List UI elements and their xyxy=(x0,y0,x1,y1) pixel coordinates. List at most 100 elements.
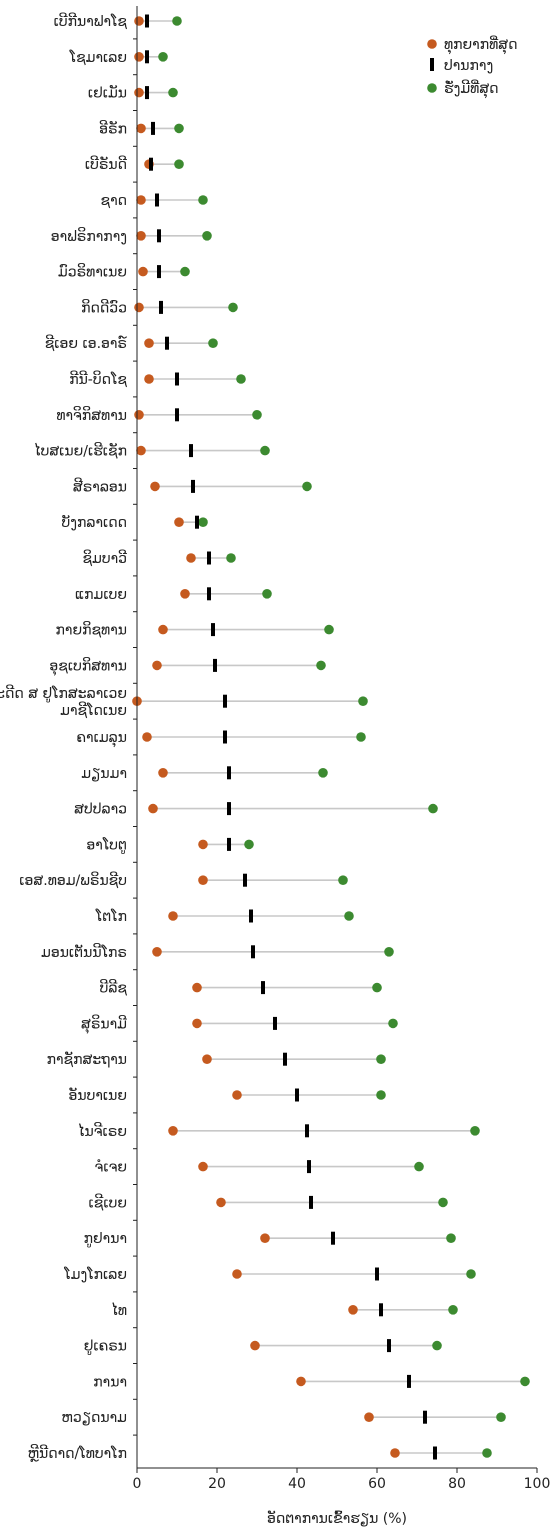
poorest-point xyxy=(136,123,146,134)
poorest-point xyxy=(180,589,190,599)
richest-point xyxy=(236,374,246,384)
legend-label-richest: ຮັ່ງມີທີ່ສຸດ xyxy=(444,79,499,98)
category-label: ຊາດ xyxy=(101,193,128,209)
poorest-point xyxy=(134,87,144,98)
category-label: ຢູເຄຣນ xyxy=(84,1339,127,1355)
poorest-point xyxy=(138,266,148,277)
poorest-point xyxy=(198,1161,208,1172)
category-label: ກາຍກິຊທານ xyxy=(56,621,127,639)
richest-point xyxy=(174,123,184,134)
poorest-point xyxy=(390,1448,400,1458)
category-label: ໂຕໂກ xyxy=(95,908,127,925)
richest-point xyxy=(174,159,184,169)
average-marker xyxy=(423,1410,427,1424)
average-marker xyxy=(175,372,179,386)
category-label: ມົວຣິທາເນຍ xyxy=(58,262,127,280)
richest-point xyxy=(302,481,312,492)
richest-point xyxy=(316,660,326,671)
richest-point xyxy=(344,911,354,921)
average-marker xyxy=(227,802,231,816)
average-marker xyxy=(309,1195,313,1209)
richest-point xyxy=(384,947,394,957)
category-label: ຈໍເຈຍ xyxy=(95,1159,127,1175)
poorest-point xyxy=(296,1376,306,1387)
category-label: ຫວຽດນາມ xyxy=(61,1410,127,1426)
poorest-point xyxy=(158,624,168,635)
x-tick-label: 80 xyxy=(448,1476,466,1492)
legend-marker-poorest xyxy=(427,39,437,49)
x-tick-label: 60 xyxy=(368,1476,386,1492)
average-marker xyxy=(305,1124,309,1138)
richest-point xyxy=(446,1233,456,1243)
average-marker xyxy=(151,121,155,135)
poorest-point xyxy=(144,338,154,349)
average-marker xyxy=(207,587,211,601)
average-marker xyxy=(243,873,247,887)
category-label: ອາຟຣິກາກາງ xyxy=(51,227,127,245)
category-label: ເຢເມັນ xyxy=(88,86,127,102)
average-marker xyxy=(331,1231,335,1245)
poorest-point xyxy=(134,16,144,26)
richest-point xyxy=(428,803,438,814)
poorest-point xyxy=(232,1269,242,1279)
poorest-point xyxy=(152,660,162,671)
category-label: ມອນເຕັນນີໂກຣ xyxy=(41,943,127,961)
average-marker xyxy=(273,1016,277,1030)
category-label: ອີຣັກ xyxy=(99,119,127,137)
average-marker xyxy=(379,1303,383,1317)
average-marker xyxy=(145,86,149,100)
category-label: ກິດດີວົວ xyxy=(81,298,127,316)
richest-point xyxy=(198,517,208,527)
category-label: ສຸຣິນາມີ xyxy=(81,1014,127,1033)
richest-point xyxy=(466,1269,476,1279)
x-axis: 0 20 40 60 80 100 xyxy=(133,6,550,1492)
poorest-point xyxy=(186,553,196,563)
category-label: ເອສ.ທອມ/ພຣິນຊີບ xyxy=(19,871,127,889)
average-marker xyxy=(227,766,231,780)
poorest-point xyxy=(136,195,146,205)
richest-point xyxy=(470,1126,480,1136)
data-marks xyxy=(132,14,530,1460)
average-marker xyxy=(145,14,149,28)
richest-point xyxy=(202,231,212,241)
poorest-point xyxy=(348,1305,358,1315)
average-marker xyxy=(191,479,195,493)
richest-point xyxy=(244,839,254,850)
average-marker xyxy=(149,157,153,171)
poorest-point xyxy=(198,839,208,850)
richest-point xyxy=(376,1090,386,1100)
average-marker xyxy=(155,193,159,207)
poorest-point xyxy=(250,1340,260,1351)
category-label: ໂຊມາເລຍ xyxy=(69,49,127,66)
poorest-point xyxy=(158,768,168,778)
legend-label-average: ປານກາງ xyxy=(444,58,493,74)
poorest-point xyxy=(192,982,202,993)
average-marker xyxy=(189,444,193,458)
category-label: ໄທ xyxy=(111,1302,127,1319)
richest-point xyxy=(252,410,262,420)
category-label: ທາຈິກິສທານ xyxy=(56,405,127,423)
poorest-point xyxy=(144,374,154,384)
poorest-point xyxy=(136,231,146,241)
richest-point xyxy=(324,624,334,635)
average-marker xyxy=(165,336,169,350)
category-labels: ເບີກີນາຟາໂຊໂຊມາເລຍເຢເມັນອີຣັກເບີຣັນດີຊາດ… xyxy=(0,12,128,1462)
average-marker xyxy=(261,981,265,995)
richest-point xyxy=(158,52,168,62)
average-marker xyxy=(157,265,161,279)
richest-point xyxy=(358,696,368,706)
poorest-point xyxy=(134,52,144,62)
richest-point xyxy=(198,195,208,205)
category-label: ສປປລາວ xyxy=(74,802,127,818)
average-marker xyxy=(283,1052,287,1066)
richest-point xyxy=(228,302,238,313)
category-label: ແກມເບຍ xyxy=(75,587,127,603)
richest-point xyxy=(168,87,178,98)
average-marker xyxy=(175,408,179,422)
poorest-point xyxy=(168,911,178,921)
richest-point xyxy=(520,1376,530,1387)
richest-point xyxy=(496,1412,506,1422)
category-label: ບັງກລາເດດ xyxy=(61,515,127,531)
poorest-point xyxy=(142,732,152,742)
